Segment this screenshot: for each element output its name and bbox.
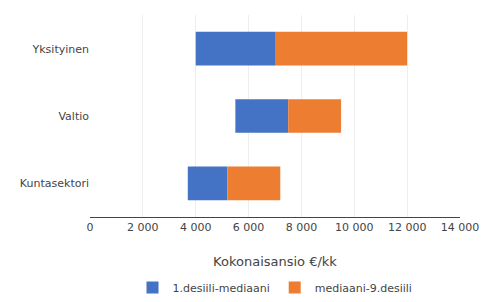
svg-text:14 000: 14 000 <box>441 221 480 234</box>
svg-text:Valtio: Valtio <box>58 110 89 123</box>
svg-text:Kuntasektori: Kuntasektori <box>20 177 89 190</box>
svg-text:10 000: 10 000 <box>335 221 374 234</box>
svg-text:Yksityinen: Yksityinen <box>32 43 89 56</box>
svg-text:1.desiili-mediaani: 1.desiili-mediaani <box>173 282 270 295</box>
svg-text:4 000: 4 000 <box>180 221 212 234</box>
svg-text:Kokonaisansio €/kk: Kokonaisansio €/kk <box>213 254 337 269</box>
svg-text:0: 0 <box>87 221 94 234</box>
svg-text:2 000: 2 000 <box>127 221 159 234</box>
svg-text:8 000: 8 000 <box>286 221 318 234</box>
svg-text:6 000: 6 000 <box>233 221 265 234</box>
svg-text:12 000: 12 000 <box>388 221 427 234</box>
svg-text:mediaani-9.desiili: mediaani-9.desiili <box>315 282 412 295</box>
